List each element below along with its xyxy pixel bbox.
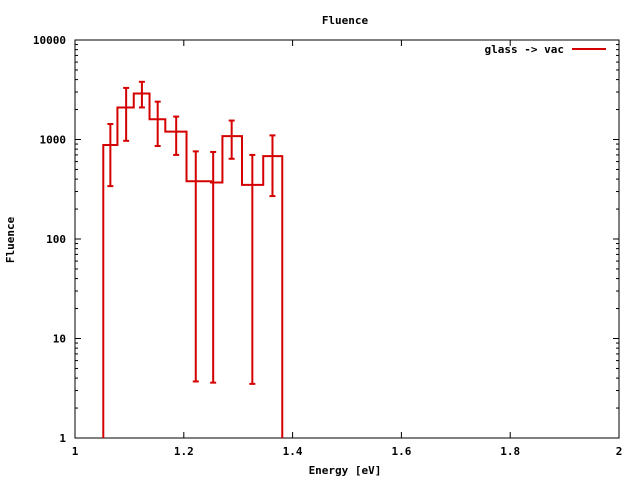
legend: glass -> vac <box>485 43 606 56</box>
legend-label: glass -> vac <box>485 43 564 56</box>
x-tick-label: 1 <box>72 445 79 458</box>
histogram-steps <box>102 92 284 438</box>
x-axis: 1 1.2 1.4 1.6 1.8 2 <box>72 40 623 458</box>
y-tick-label: 10 <box>53 333 66 346</box>
x-tick-label: 1.8 <box>500 445 520 458</box>
x-tick-label: 1.4 <box>283 445 303 458</box>
plot-area-frame <box>74 39 620 439</box>
y-tick-label: 100 <box>46 233 66 246</box>
x-tick-label: 1.2 <box>174 445 194 458</box>
y-tick-label: 1 <box>59 432 66 445</box>
x-tick-label: 2 <box>616 445 623 458</box>
chart-title: Fluence <box>322 14 369 27</box>
x-tick-label: 1.6 <box>391 445 411 458</box>
y-axis: 1 10 100 1000 10000 <box>33 34 619 445</box>
series-layer <box>102 80 284 438</box>
y-tick-label: 10000 <box>33 34 66 47</box>
y-axis-label: Fluence <box>4 216 17 263</box>
x-axis-label: Energy [eV] <box>309 464 382 477</box>
y-tick-label: 1000 <box>40 134 67 147</box>
